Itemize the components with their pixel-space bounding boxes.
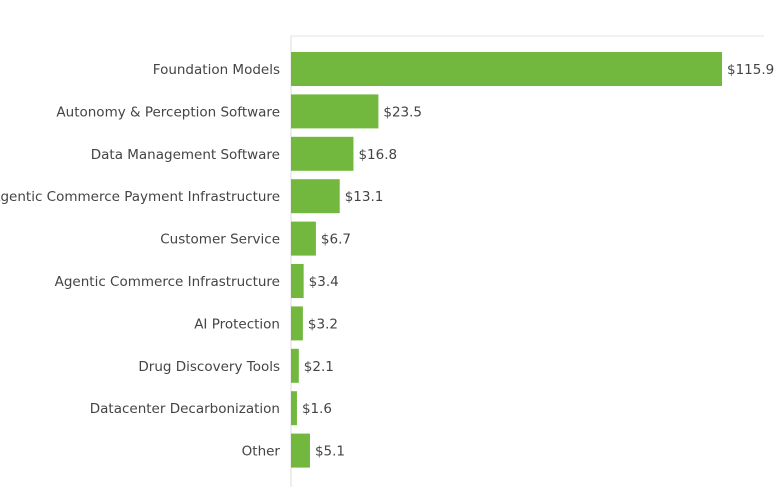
data-label: $3.2: [308, 316, 338, 332]
data-label: $13.1: [345, 189, 384, 205]
category-label: Datacenter Decarbonization: [90, 401, 280, 417]
bar: [291, 94, 379, 129]
bar: [291, 433, 310, 468]
category-label: Customer Service: [160, 232, 280, 248]
data-label: $5.1: [315, 444, 345, 460]
bar: [291, 306, 303, 341]
data-label: $115.9: [727, 62, 774, 78]
category-label: Autonomy & Perception Software: [56, 104, 280, 120]
category-label: Other: [242, 444, 281, 460]
category-label: AI Protection: [194, 316, 280, 332]
bar: [291, 348, 299, 383]
category-label: Drug Discovery Tools: [138, 359, 280, 375]
data-label: $2.1: [304, 359, 334, 375]
data-label: $16.8: [358, 147, 397, 163]
data-label: $3.4: [309, 274, 339, 290]
category-label: Agentic Commerce Infrastructure: [55, 274, 280, 290]
category-label: Data Management Software: [91, 147, 280, 163]
category-label: Agentic Commerce Payment Infrastructure: [0, 189, 280, 205]
bar: [291, 391, 297, 426]
bar: [291, 221, 316, 256]
data-label: $23.5: [383, 104, 422, 120]
bar: [291, 136, 354, 171]
data-label: $6.7: [321, 232, 351, 248]
bar: [291, 179, 340, 214]
bar: [291, 52, 722, 86]
bar: [291, 264, 304, 298]
data-label: $1.6: [302, 401, 332, 417]
category-label: Foundation Models: [153, 62, 280, 78]
